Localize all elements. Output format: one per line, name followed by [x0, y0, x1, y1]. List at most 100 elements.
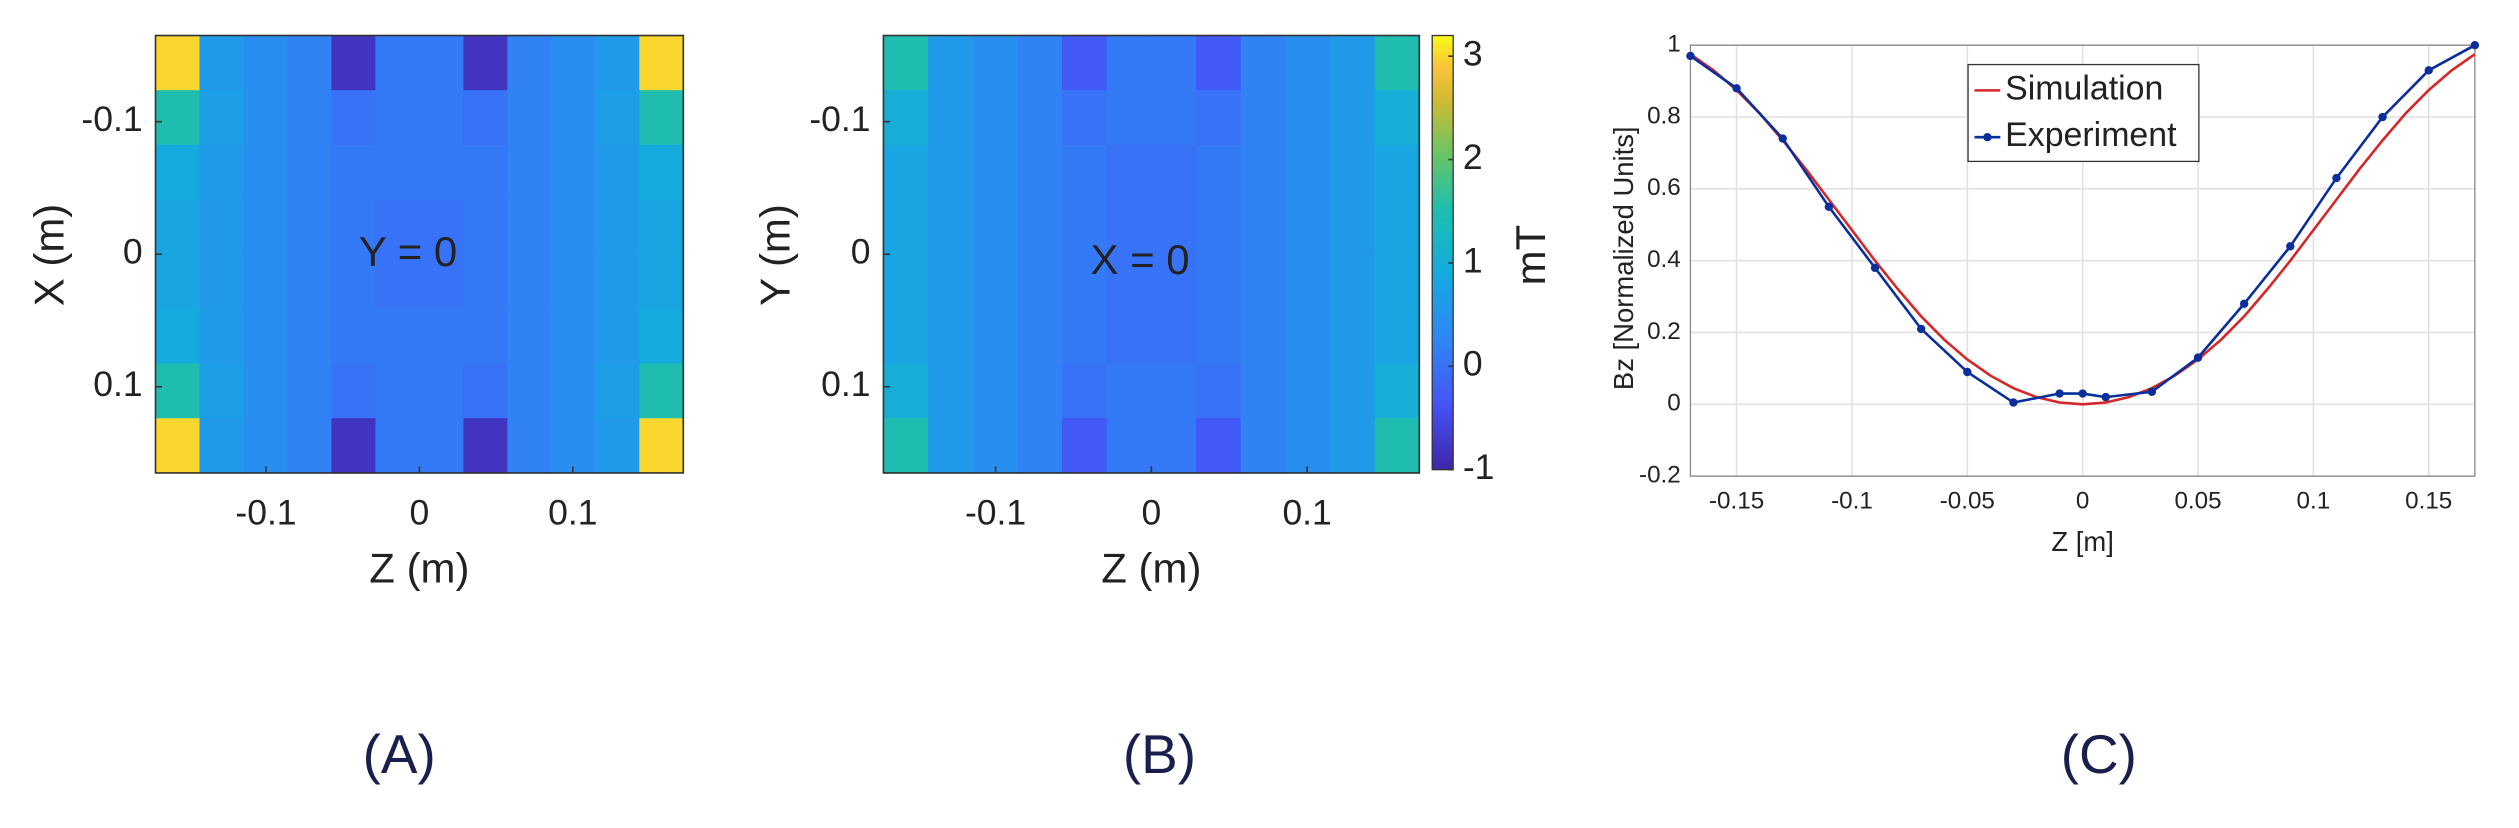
heatmap-cell [1329, 418, 1376, 474]
colorbar-tick-label: 0 [1463, 344, 1483, 384]
plot-frame [1689, 44, 2476, 477]
x-tick-label: -0.1 [1831, 487, 1873, 514]
heatmap-cell [463, 418, 509, 474]
heatmap-cell [375, 199, 421, 256]
y-tick-label: 0.1 [93, 364, 142, 404]
heatmap-cell [199, 35, 245, 91]
marker [2378, 112, 2387, 122]
heatmap-cell [375, 144, 421, 201]
heatmap-cell [1151, 35, 1197, 91]
heatmap-cell [1151, 90, 1197, 146]
heatmap-cell [928, 35, 974, 91]
heatmap-cell [1374, 90, 1421, 146]
marker [1732, 84, 1741, 93]
annotation: Y = 0 [359, 228, 457, 275]
heatmap-cell [1329, 90, 1376, 146]
marker [1778, 134, 1787, 143]
heatmap-cell [155, 308, 201, 365]
heatmap-cell [419, 254, 465, 310]
x-tick-label: 0 [1141, 492, 1161, 532]
y-tick-label: 0.4 [1647, 246, 1681, 273]
x-tick-label: 0 [410, 492, 430, 532]
heatmap-cell [883, 254, 929, 310]
x-tick-label: -0.05 [1940, 487, 1995, 514]
heatmap-cell [972, 199, 1019, 256]
x-tick-label: 0.1 [1282, 492, 1331, 532]
y-tick-label: 0.8 [1647, 102, 1681, 129]
marker [2470, 40, 2480, 50]
marker [1686, 51, 1695, 61]
heatmap-cell [375, 418, 421, 474]
heatmap-cell [243, 90, 289, 146]
heatmap-cell [595, 363, 641, 420]
heatmap-cell [243, 418, 289, 474]
heatmap-cell [1374, 199, 1421, 256]
heatmap-cell [199, 199, 245, 256]
heatmap-cell [507, 199, 553, 256]
heatmap-cell [1196, 199, 1242, 256]
heatmap-cell [639, 199, 685, 256]
colorbar [1431, 34, 1454, 471]
heatmap-cell [419, 363, 465, 420]
heatmap-cell [331, 144, 377, 201]
heatmap-cell [287, 363, 333, 420]
legend-label: Experiment [2005, 116, 2177, 154]
heatmap-cell [199, 90, 245, 146]
heatmap-cell [1017, 144, 1063, 201]
x-tick-label: 0.1 [548, 492, 597, 532]
legend-box [1967, 63, 2200, 163]
heatmap-cell [1062, 418, 1108, 474]
heatmap-cell [375, 35, 421, 91]
heatmap-cell [639, 90, 685, 146]
heatmap-cell [1062, 199, 1108, 256]
heatmap-cell [1374, 308, 1421, 365]
heatmap-cell [1240, 90, 1287, 146]
heatmap-cell [883, 90, 929, 146]
heatmap-cell [287, 199, 333, 256]
heatmap-cell [928, 90, 974, 146]
marker [2193, 353, 2203, 362]
heatmap-cell [507, 90, 553, 146]
heatmap-cell [928, 254, 974, 310]
heatmap-cell [595, 199, 641, 256]
heatmap-cell [551, 254, 597, 310]
heatmap-cell [883, 144, 929, 201]
heatmap-cell [463, 308, 509, 365]
heatmap-cell [1017, 199, 1063, 256]
heatmap-cell [1017, 90, 1063, 146]
x-axis-label: Z [m] [2051, 526, 2113, 557]
heatmap-cell [1374, 363, 1421, 420]
heatmap-cell [1374, 418, 1421, 474]
marker [1824, 202, 1834, 211]
heatmap-cell [1151, 418, 1197, 474]
heatmap-cell [1285, 254, 1331, 310]
heatmap-cell [1285, 35, 1331, 91]
heatmap-cell [243, 199, 289, 256]
heatmap-cell [639, 308, 685, 365]
x-tick-label: 0 [2076, 487, 2089, 514]
heatmap-cell [507, 418, 553, 474]
heatmap-cell [419, 308, 465, 365]
heatmap-cell [463, 35, 509, 91]
heatmap-cell [463, 144, 509, 201]
heatmap-cell [972, 90, 1019, 146]
heatmap-cell [1106, 308, 1153, 365]
heatmap-cell [243, 254, 289, 310]
heatmap-cell [199, 418, 245, 474]
heatmap-cell [1285, 418, 1331, 474]
heatmap-cell [331, 199, 377, 256]
heatmap-cell [639, 35, 685, 91]
heatmap-cell [463, 199, 509, 256]
heatmap-cell [551, 199, 597, 256]
heatmap-cell [155, 90, 201, 146]
marker [2101, 392, 2110, 402]
heatmap-cell [1196, 418, 1242, 474]
heatmap-cell [199, 363, 245, 420]
heatmap-cell [1285, 363, 1331, 420]
marker [2078, 389, 2087, 398]
heatmap-cell [972, 308, 1019, 365]
y-tick-label: 1 [1667, 31, 1680, 58]
marker [2239, 299, 2249, 308]
heatmap-cell [1240, 144, 1287, 201]
heatmap-cell [287, 35, 333, 91]
